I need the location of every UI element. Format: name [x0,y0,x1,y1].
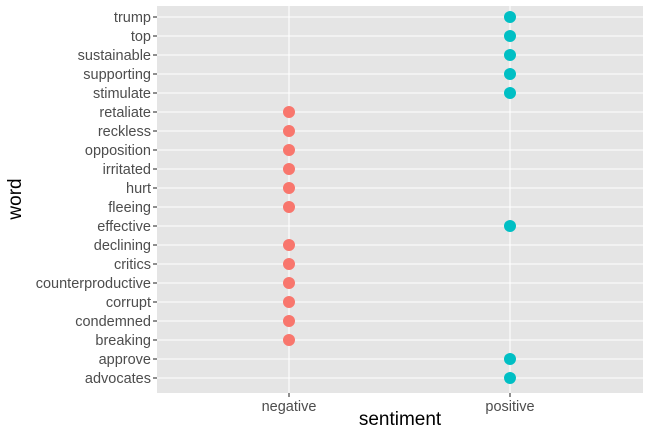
plot-panel [157,6,643,393]
grid-lines [157,6,643,393]
y-tick-label-trump: trump [114,10,151,26]
y-tick-label-stimulate: stimulate [93,86,151,102]
y-tick-label-irritated: irritated [103,162,151,178]
point-counterproductive [283,277,295,289]
point-supporting [504,68,516,80]
point-fleeing [283,201,295,213]
x-axis: negative positive [262,393,535,415]
y-axis: trump top sustainable supporting stimulate re… [36,10,157,387]
y-tick-label-effective: effective [97,219,151,235]
y-tick-label-breaking: breaking [95,333,151,349]
point-trump [504,11,516,23]
y-tick-label-approve: approve [99,352,151,368]
point-top [504,30,516,42]
x-tick-label-negative: negative [262,399,317,415]
point-stimulate [504,87,516,99]
y-tick-label-counterproductive: counterproductive [36,276,151,292]
point-declining [283,239,295,251]
y-tick-label-retaliate: retaliate [99,105,151,121]
y-tick-label-fleeing: fleeing [108,200,151,216]
point-irritated [283,163,295,175]
x-axis-title: sentiment [359,409,442,430]
y-axis-title: word [5,178,26,220]
point-advocates [504,372,516,384]
point-critics [283,258,295,270]
y-tick-label-top: top [131,29,151,45]
point-breaking [283,334,295,346]
y-tick-label-supporting: supporting [83,67,151,83]
y-tick-label-opposition: opposition [85,143,151,159]
y-tick-label-declining: declining [94,238,151,254]
point-reckless [283,125,295,137]
point-effective [504,220,516,232]
y-tick-label-sustainable: sustainable [78,48,151,64]
y-tick-label-corrupt: corrupt [106,295,151,311]
y-tick-label-condemned: condemned [75,314,151,330]
point-sustainable [504,49,516,61]
data-points [283,11,516,384]
point-condemned [283,315,295,327]
y-tick-label-reckless: reckless [98,124,151,140]
y-tick-label-advocates: advocates [85,371,151,387]
x-tick-label-positive: positive [485,399,534,415]
point-hurt [283,182,295,194]
point-retaliate [283,106,295,118]
point-opposition [283,144,295,156]
y-tick-label-critics: critics [114,257,151,273]
point-approve [504,353,516,365]
point-corrupt [283,296,295,308]
y-tick-label-hurt: hurt [126,181,151,197]
